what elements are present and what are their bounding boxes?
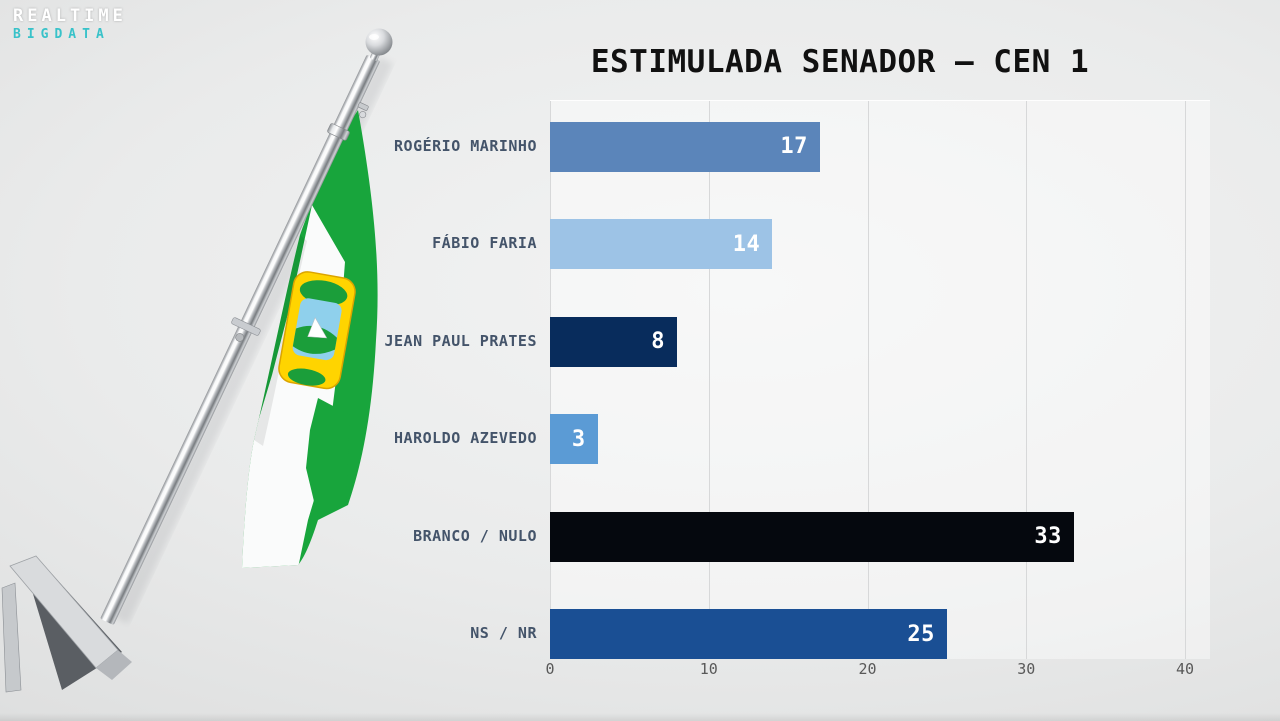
category-label-1: FÁBIO FARIA [432,234,537,252]
category-label-2: JEAN PAUL PRATES [384,331,537,350]
bar-value-label: 33 [1034,524,1062,549]
realtime-bigdata-logo: REALTIME BIGDATA [13,6,127,42]
pole-wall-bracket [1,555,132,693]
pole-cleat [231,317,261,336]
flag-clip [357,102,369,111]
category-label-0: ROGÉRIO MARINHO [394,136,537,155]
x-tick-label-10: 10 [699,660,718,678]
bar-3: 3 [550,414,598,464]
x-tick-label-0: 0 [545,660,555,678]
bar-value-label: 14 [732,231,761,257]
plot-area: 17 14 8 3 33 25 [550,100,1210,659]
gridline-x-30 [1026,101,1028,659]
category-label-5: NS / NR [470,624,537,642]
flag-fold-shadow [254,235,307,446]
bar-value-label: 8 [651,329,665,354]
category-label-3: HAROLDO AZEVEDO [394,429,537,447]
gridline-x-10 [708,101,710,659]
category-label-4: BRANCO / NULO [413,526,537,545]
bar-2: 8 [550,316,677,367]
logo-line-realtime: REALTIME [13,6,127,26]
bar-4: 33 [550,511,1074,562]
x-tick-label-30: 30 [1017,660,1036,678]
gridline-x-0 [550,101,551,659]
bar-1: 14 [550,219,773,269]
pole-finial-ball [365,28,393,56]
chart-title: ESTIMULADA SENADOR – CEN 1 [590,44,1090,80]
gridline-x-40 [1185,101,1186,659]
bar-0: 17 [550,121,820,172]
x-tick-label-40: 40 [1175,660,1195,678]
x-tick-label-20: 20 [858,660,877,678]
bar-5: 25 [550,609,947,659]
bar-value-label: 17 [780,134,808,159]
bar-value-label: 25 [907,621,935,647]
gridline-x-20 [867,101,869,659]
bar-value-label: 3 [571,426,586,452]
logo-line-bigdata: BIGDATA [13,26,110,42]
